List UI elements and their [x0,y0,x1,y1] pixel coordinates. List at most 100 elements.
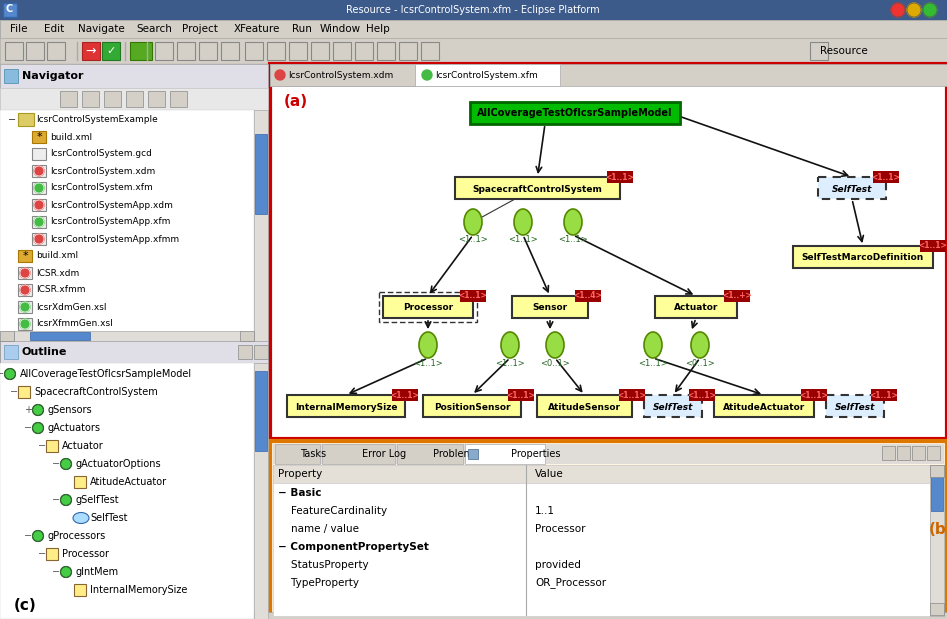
Circle shape [34,200,44,210]
Text: SpacecraftControlSystem: SpacecraftControlSystem [34,387,158,397]
Circle shape [61,566,72,578]
Bar [0,341,268,363]
Text: Resource - IcsrControlSystem.xfm - Eclipse Platform: Resource - IcsrControlSystem.xfm - Eclip… [347,5,599,15]
Bar [537,395,632,417]
Bar [18,386,30,398]
Bar [3,3,17,17]
Bar [104,91,121,107]
Bar [392,389,418,401]
Bar [254,363,268,619]
Bar [74,476,86,488]
Bar [221,42,239,60]
Text: SelfTest: SelfTest [831,184,872,194]
Bar [170,91,187,107]
Text: AtitudeSensor: AtitudeSensor [548,402,621,412]
Bar [355,42,373,60]
Text: Search: Search [136,24,171,34]
Bar [0,0,947,20]
Bar [0,38,947,64]
Bar [46,548,58,560]
Text: gProcessors: gProcessors [48,531,106,541]
Bar [18,318,32,330]
Circle shape [34,217,44,227]
Text: IcsrXdmGen.xsl: IcsrXdmGen.xsl [36,303,106,311]
Bar [930,603,944,615]
Text: − Basic: − Basic [278,488,321,498]
Bar [270,64,947,439]
Text: Navigator: Navigator [22,71,83,81]
Circle shape [61,459,72,469]
Bar [267,42,285,60]
Text: <1..1>: <1..1> [495,358,525,368]
Ellipse shape [419,332,437,358]
Bar [18,284,32,296]
Text: <1..1>: <1..1> [799,391,829,399]
Bar [199,42,217,60]
Text: IcsrControlSystem.xdm: IcsrControlSystem.xdm [288,71,393,79]
Bar [18,301,32,313]
Text: C: C [5,4,12,14]
Text: −: − [10,387,18,397]
Text: <1..1>: <1..1> [458,292,488,300]
Bar [873,171,899,183]
Bar [46,440,58,452]
Bar [270,64,947,86]
Bar [273,465,930,483]
Bar [689,389,715,401]
Bar [0,331,14,341]
Text: →: → [86,45,97,58]
Text: Value: Value [535,469,563,479]
Bar [0,363,254,619]
Text: InternalMemorySize: InternalMemorySize [90,585,188,595]
Text: Edit: Edit [44,24,64,34]
Bar [273,465,930,616]
Ellipse shape [691,332,709,358]
Text: gActuatorOptions: gActuatorOptions [76,459,162,469]
Text: AtitudeActuator: AtitudeActuator [723,402,805,412]
Text: Sensor: Sensor [532,303,567,313]
Text: <1..1>: <1..1> [638,358,668,368]
Text: −: − [52,567,60,577]
Text: − ComponentPropertySet: − ComponentPropertySet [278,542,429,552]
Bar [0,20,947,38]
Bar [0,64,268,341]
Text: <1..4>: <1..4> [574,292,602,300]
Text: (a): (a) [284,95,308,110]
Bar [882,446,895,460]
Circle shape [61,495,72,506]
Bar [508,389,534,401]
Text: build.xml: build.xml [50,132,92,142]
Text: <1..+>: <1..+> [723,292,752,300]
Text: *: * [22,251,27,261]
Bar [47,42,65,60]
Bar [644,395,702,417]
Text: IcsrControlSystem.xfm: IcsrControlSystem.xfm [50,183,152,193]
Text: *: * [36,132,42,142]
Text: File: File [10,24,27,34]
Text: SpacecraftControlSystem: SpacecraftControlSystem [473,184,602,194]
Bar [465,444,545,464]
Bar [468,449,478,459]
Text: <1..1>: <1..1> [617,391,647,399]
Bar [871,389,897,401]
Text: <1..1>: <1..1> [919,241,947,251]
Text: Help: Help [366,24,390,34]
Circle shape [32,530,44,542]
Ellipse shape [644,332,662,358]
Text: Tasks: Tasks [300,449,327,459]
Bar [311,42,329,60]
Text: IcsrControlSystem.gcd: IcsrControlSystem.gcd [50,150,152,158]
Bar [14,331,242,341]
Bar [60,91,77,107]
Bar [512,296,588,318]
Bar [931,471,943,511]
Text: PositionSensor: PositionSensor [434,402,510,412]
Bar [920,240,946,252]
Text: FeatureCardinality: FeatureCardinality [278,506,387,516]
Text: gSelfTest: gSelfTest [76,495,119,505]
Text: +: + [24,405,32,415]
Bar [897,446,910,460]
Text: <1..1>: <1..1> [458,235,488,245]
Bar [126,91,143,107]
Text: Error Log: Error Log [362,449,405,459]
